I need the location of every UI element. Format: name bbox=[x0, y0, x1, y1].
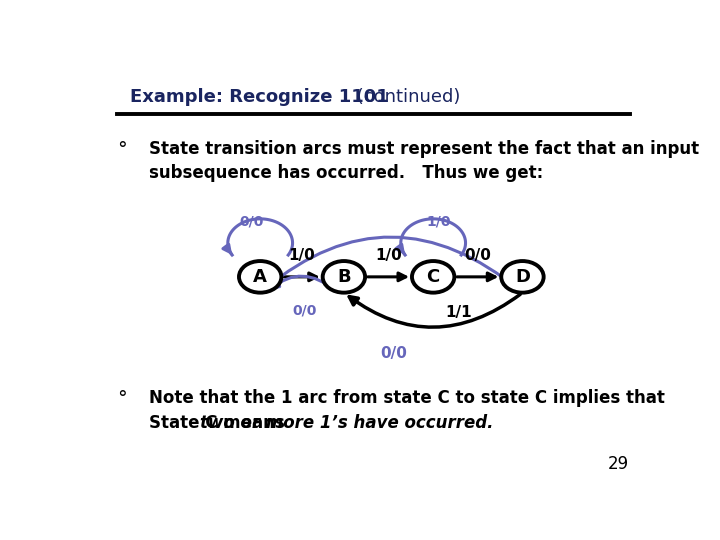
FancyArrowPatch shape bbox=[271, 276, 336, 291]
Text: Note that the 1 arc from state C to state C implies that: Note that the 1 arc from state C to stat… bbox=[148, 389, 665, 407]
Text: °: ° bbox=[117, 389, 127, 408]
Text: D: D bbox=[515, 268, 530, 286]
Text: 29: 29 bbox=[608, 455, 629, 473]
Text: 0/0: 0/0 bbox=[464, 248, 491, 263]
Text: B: B bbox=[337, 268, 351, 286]
Text: 1/1: 1/1 bbox=[445, 305, 472, 320]
Text: A: A bbox=[253, 268, 267, 286]
Text: State transition arcs must represent the fact that an input: State transition arcs must represent the… bbox=[148, 140, 698, 158]
Text: 1/0: 1/0 bbox=[375, 248, 402, 263]
FancyArrowPatch shape bbox=[284, 273, 317, 281]
Text: 1/0: 1/0 bbox=[289, 248, 315, 263]
Text: two or more 1’s have occurred.: two or more 1’s have occurred. bbox=[200, 414, 494, 432]
Circle shape bbox=[412, 261, 454, 293]
FancyArrowPatch shape bbox=[457, 273, 495, 281]
Text: subsequence has occurred.   Thus we get:: subsequence has occurred. Thus we get: bbox=[148, 164, 543, 182]
Text: 0/0: 0/0 bbox=[240, 214, 264, 228]
Text: °: ° bbox=[117, 140, 127, 159]
Text: Example: Recognize 1101: Example: Recognize 1101 bbox=[130, 87, 389, 106]
Text: State C means: State C means bbox=[148, 414, 290, 432]
Circle shape bbox=[323, 261, 365, 293]
Text: C: C bbox=[426, 268, 440, 286]
Text: 0/0: 0/0 bbox=[381, 346, 408, 361]
FancyArrowPatch shape bbox=[368, 273, 406, 281]
Circle shape bbox=[239, 261, 282, 293]
FancyArrowPatch shape bbox=[265, 237, 521, 291]
Text: 1/0: 1/0 bbox=[426, 214, 451, 228]
Circle shape bbox=[501, 261, 544, 293]
Text: (continued): (continued) bbox=[351, 87, 461, 106]
FancyArrowPatch shape bbox=[349, 294, 521, 327]
Text: 0/0: 0/0 bbox=[292, 303, 317, 317]
